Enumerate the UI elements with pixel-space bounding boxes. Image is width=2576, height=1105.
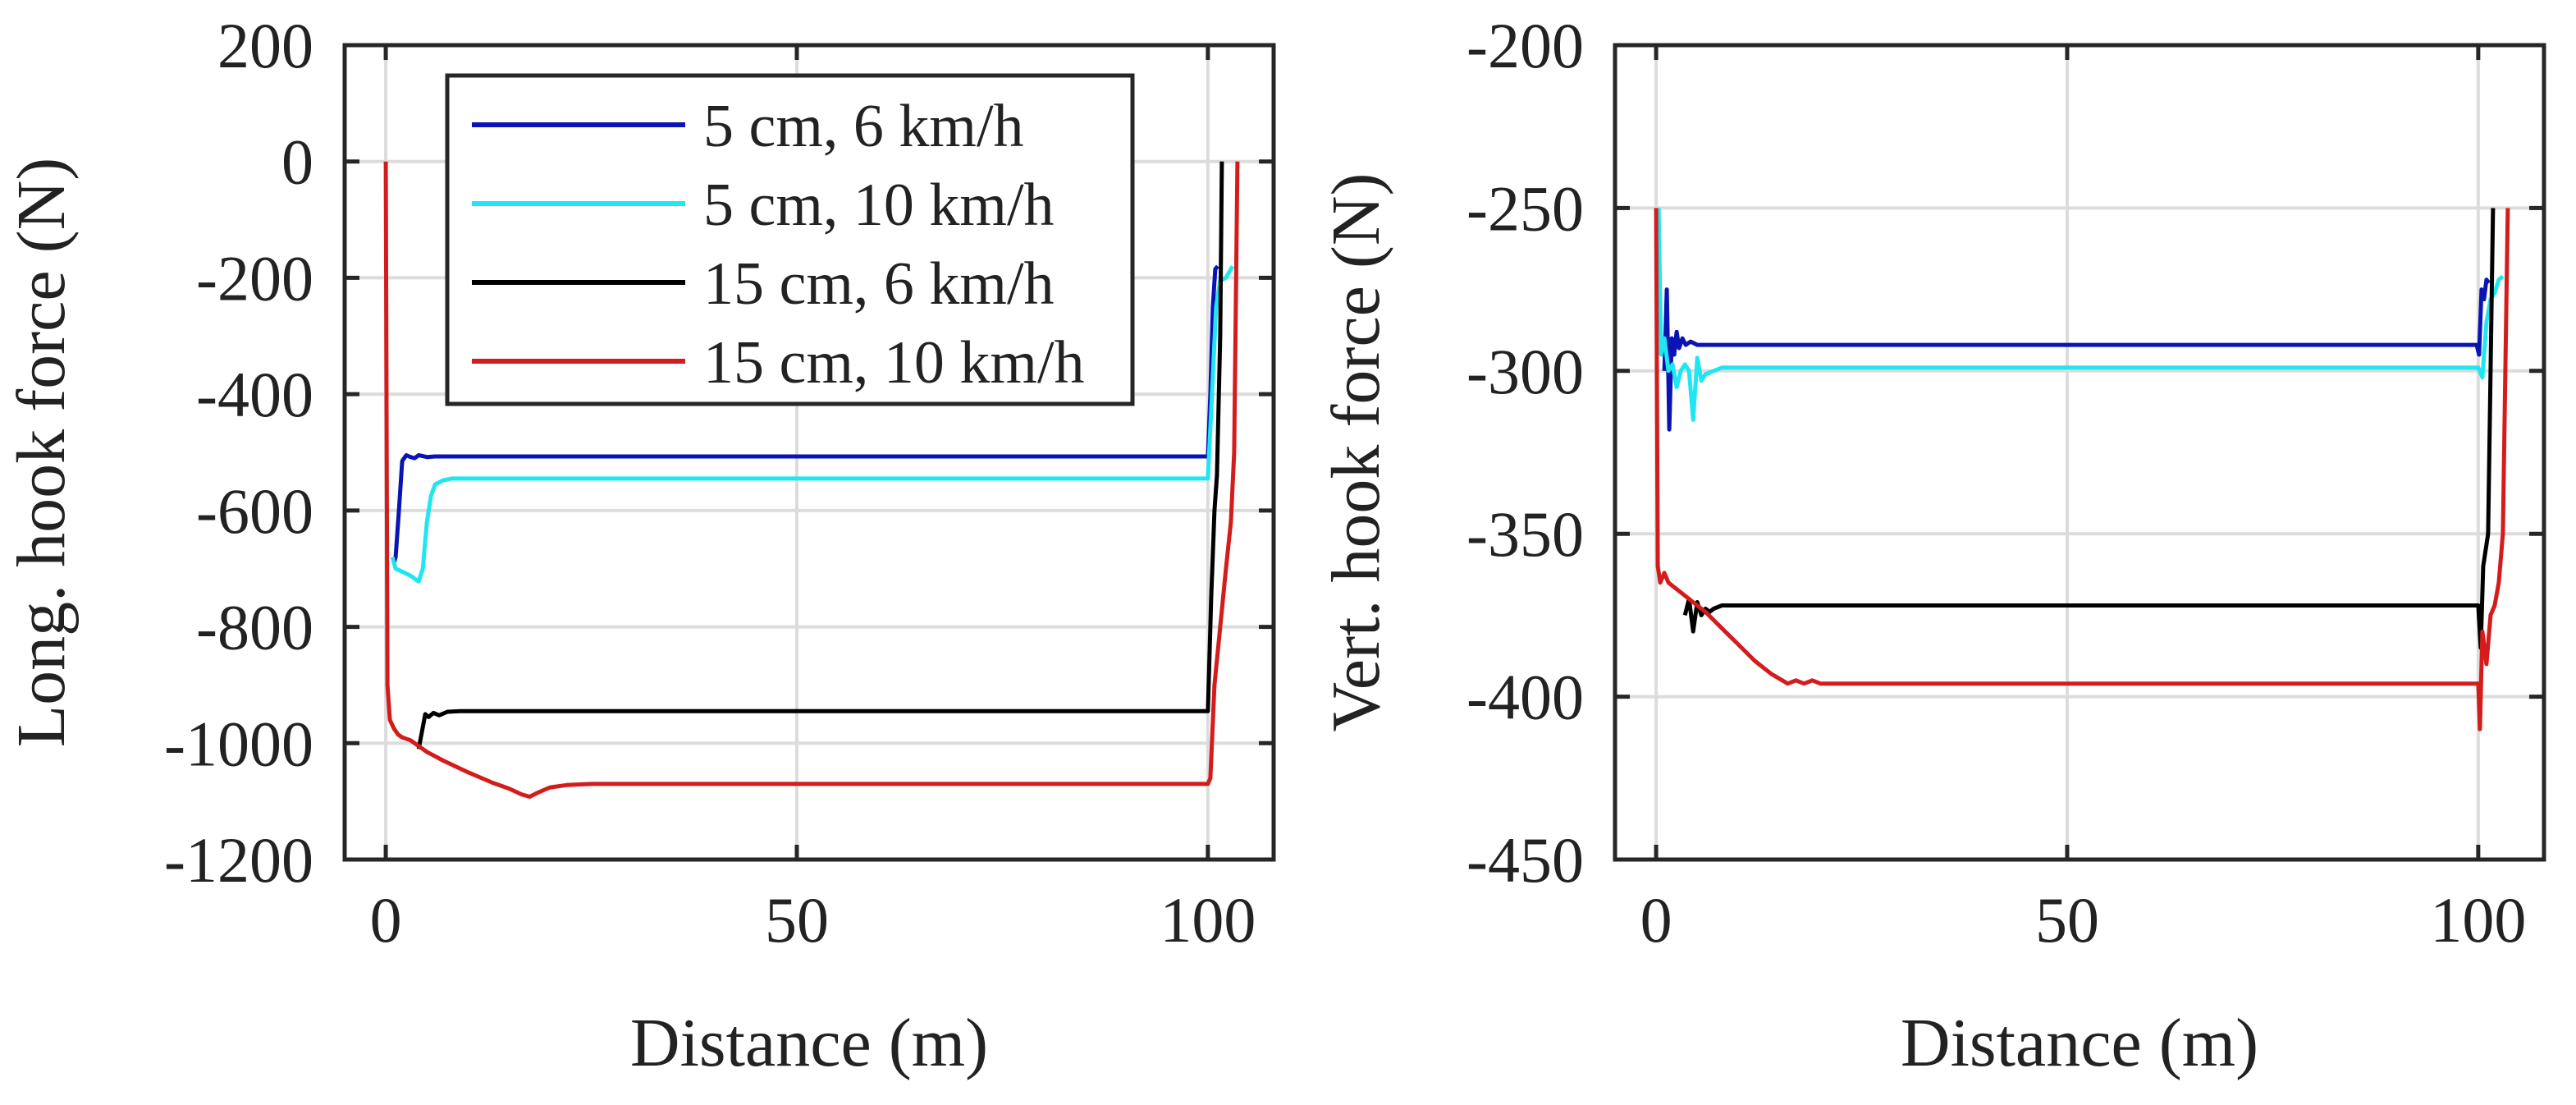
x-axis-label: Distance (m) <box>1901 1005 2258 1081</box>
y-tick-label: -200 <box>1466 10 1584 81</box>
axes-frame <box>1613 43 2546 862</box>
y-tick-label: -800 <box>196 592 313 663</box>
legend-label-15-cm-10-km-h: 15 cm, 10 km/h <box>703 329 1085 397</box>
legend-label-5-cm-10-km-h: 5 cm, 10 km/h <box>703 172 1055 239</box>
series-line-15-cm-10-km-h <box>1654 208 2510 731</box>
axes-frame <box>342 43 1276 862</box>
x-axis-label: Distance (m) <box>630 1005 988 1081</box>
y-tick-label: -200 <box>196 242 313 314</box>
y-tick-label: -1200 <box>164 824 313 896</box>
y-tick-label: -300 <box>1466 336 1584 407</box>
x-tick-label: 50 <box>765 884 829 956</box>
series-line-5-cm-10-km-h <box>390 265 1235 584</box>
x-tick-label: 0 <box>370 884 402 956</box>
y-tick-label: -400 <box>196 359 313 430</box>
series-line-15-cm-10-km-h <box>383 161 1240 799</box>
y-tick-label: -400 <box>1466 662 1584 733</box>
series-group <box>1654 208 2510 731</box>
y-axis-label: Vert. hook force (N) <box>1318 172 1394 731</box>
series-line-5-cm-10-km-h <box>1656 208 2505 422</box>
legend-label-5-cm-6-km-h: 5 cm, 6 km/h <box>703 93 1024 160</box>
x-tick-label: 50 <box>2035 884 2099 956</box>
x-tick-label: 100 <box>2430 884 2526 956</box>
y-tick-label: -350 <box>1466 498 1584 570</box>
series-group <box>383 161 1240 799</box>
y-axis-label: Long. hook force (N) <box>3 158 80 747</box>
y-tick-label: -600 <box>196 475 313 547</box>
y-tick-label: 0 <box>281 126 313 198</box>
series-line-5-cm-6-km-h <box>1662 277 2491 432</box>
right-panel-vert-hook-force: 0 50 100 -200 -250 -300 -350 -400 -450 Distance (… <box>1318 10 2546 1081</box>
legend-box <box>445 73 1135 406</box>
y-tick-label: -450 <box>1466 824 1584 896</box>
y-tick-label: -1000 <box>164 708 313 779</box>
x-tick-label: 0 <box>1640 884 1672 956</box>
series-line-15-cm-6-km-h <box>416 161 1224 750</box>
x-tick-label: 100 <box>1160 884 1256 956</box>
y-tick-label: 200 <box>217 10 313 81</box>
y-tick-label: -250 <box>1466 172 1584 244</box>
legend: 5 cm, 6 km/h 5 cm, 10 km/h 15 cm, 6 km/h 15… <box>445 73 1135 406</box>
series-line-15-cm-6-km-h <box>1682 208 2496 650</box>
legend-label-15-cm-6-km-h: 15 cm, 6 km/h <box>703 250 1055 318</box>
